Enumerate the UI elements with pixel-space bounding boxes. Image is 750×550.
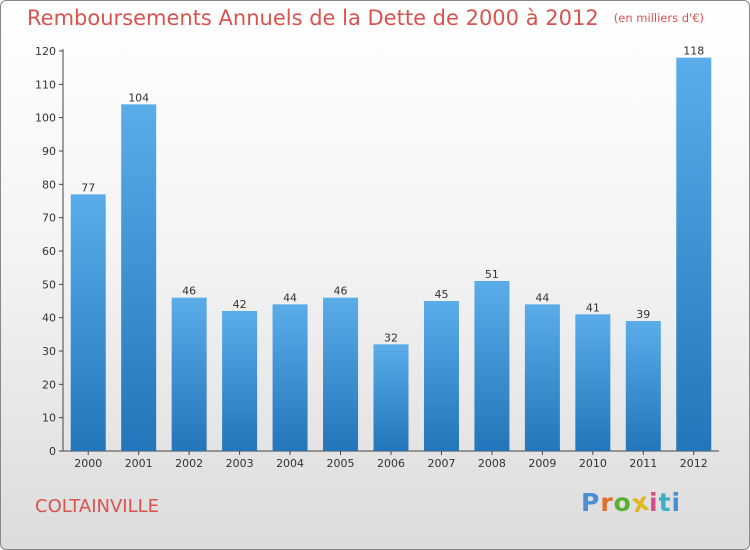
y-tick-label: 60 xyxy=(42,245,56,258)
logo-letter: i xyxy=(671,488,682,517)
bar-2000 xyxy=(70,194,106,452)
x-tick-label: 2011 xyxy=(629,457,657,470)
bar-2010 xyxy=(575,314,611,451)
data-label: 39 xyxy=(636,308,650,321)
title-text: Remboursements Annuels de la Dette de 20… xyxy=(27,6,599,30)
y-tick-label: 40 xyxy=(42,312,56,325)
y-tick-label: 110 xyxy=(35,78,56,91)
bar-2003 xyxy=(222,311,258,451)
bar-2012 xyxy=(676,57,712,452)
bars xyxy=(70,57,712,452)
x-tick-label: 2008 xyxy=(478,457,506,470)
data-label: 44 xyxy=(283,291,297,304)
y-tick-label: 120 xyxy=(35,45,56,58)
data-label: 77 xyxy=(81,181,95,194)
bar-2005 xyxy=(323,297,359,451)
bar-2008 xyxy=(474,281,510,451)
x-tick-label: 2001 xyxy=(125,457,153,470)
data-label: 118 xyxy=(683,45,704,58)
data-labels: 77 104 46 42 44 46 32 45 51 44 41 39 118 xyxy=(81,45,704,345)
y-tick-label: 30 xyxy=(42,345,56,358)
x-tick-label: 2004 xyxy=(276,457,304,470)
y-tick-label: 10 xyxy=(42,412,56,425)
x-tick-label: 2005 xyxy=(327,457,355,470)
title-unit: (en milliers d'€) xyxy=(613,11,704,25)
bar-2002 xyxy=(171,297,207,451)
data-label: 104 xyxy=(128,91,149,104)
x-tick-label: 2009 xyxy=(528,457,556,470)
axes: 0 10 20 30 40 50 60 70 80 90 100 110 120 2000 2001 2002… xyxy=(35,45,719,470)
x-tick-label: 2002 xyxy=(175,457,203,470)
x-tick-label: 2012 xyxy=(680,457,708,470)
data-label: 45 xyxy=(434,288,448,301)
logo-letter: i xyxy=(649,488,659,517)
y-tick-label: 70 xyxy=(42,212,56,225)
data-label: 46 xyxy=(182,285,196,298)
data-label: 32 xyxy=(384,331,398,344)
y-tick-label: 90 xyxy=(42,145,56,158)
bar-2007 xyxy=(423,301,459,451)
logo-letter: t xyxy=(658,488,672,517)
y-tick-label: 100 xyxy=(35,112,56,125)
x-tick-label: 2000 xyxy=(74,457,102,470)
x-tick-label: 2006 xyxy=(377,457,405,470)
x-tick-label: 2003 xyxy=(226,457,254,470)
logo-letter: P xyxy=(581,488,601,517)
data-label: 42 xyxy=(233,298,247,311)
y-tick-label: 20 xyxy=(42,378,56,391)
data-label: 44 xyxy=(535,291,549,304)
y-tick-label: 50 xyxy=(42,278,56,291)
logo-letter: o xyxy=(613,488,632,517)
bar-2006 xyxy=(373,344,409,451)
y-tick-label: 0 xyxy=(49,445,56,458)
bar-2004 xyxy=(272,304,308,451)
logo-letter: r xyxy=(600,488,614,517)
x-tick-label: 2010 xyxy=(579,457,607,470)
data-label: 46 xyxy=(334,285,348,298)
commune-name: COLTAINVILLE xyxy=(35,496,160,517)
bar-2001 xyxy=(121,104,157,451)
x-tick-label: 2007 xyxy=(427,457,455,470)
proxiti-logo: Proxiti xyxy=(581,487,682,519)
bar-2009 xyxy=(524,304,560,451)
chart-title: Remboursements Annuels de la Dette de 20… xyxy=(27,6,704,30)
bar-2011 xyxy=(625,321,661,451)
data-label: 41 xyxy=(586,301,600,314)
y-tick-label: 80 xyxy=(42,178,56,191)
data-label: 51 xyxy=(485,268,499,281)
